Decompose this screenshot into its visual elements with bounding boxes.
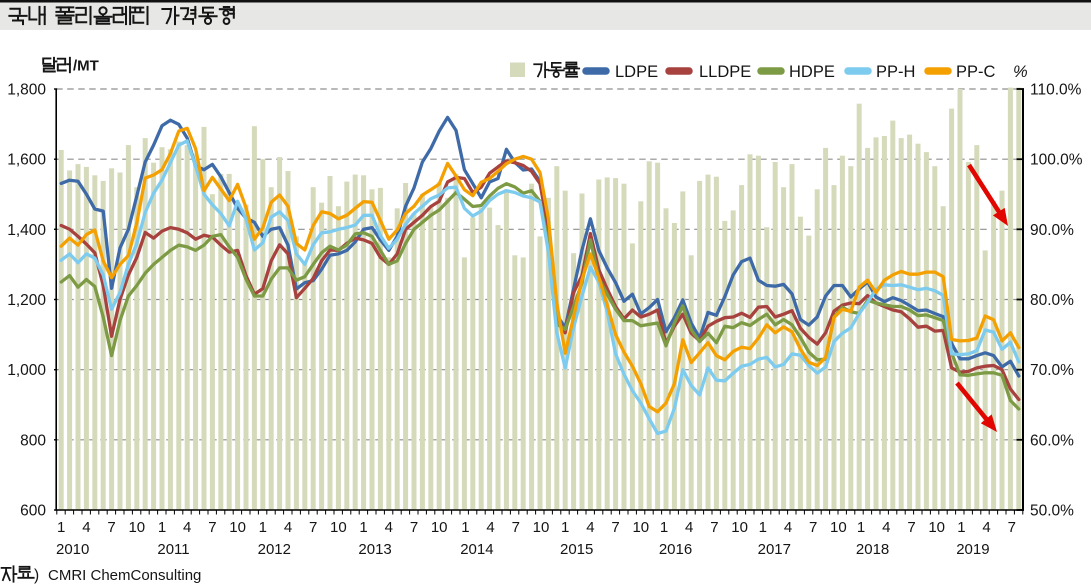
svg-text:7: 7 [107, 519, 115, 536]
svg-text:1,000: 1,000 [7, 362, 46, 379]
svg-text:10: 10 [731, 519, 748, 536]
svg-text:10: 10 [830, 519, 847, 536]
svg-text:4: 4 [284, 519, 292, 536]
svg-text:10: 10 [128, 519, 145, 536]
svg-text:2016: 2016 [659, 541, 692, 558]
svg-text:4: 4 [784, 519, 792, 536]
svg-text:LDPE: LDPE [615, 63, 658, 81]
svg-text:2015: 2015 [560, 541, 593, 558]
svg-text:): ) [34, 567, 39, 584]
svg-text:1: 1 [957, 519, 965, 536]
svg-text:7: 7 [309, 519, 317, 536]
svg-text:1: 1 [660, 519, 668, 536]
svg-text:1,400: 1,400 [7, 222, 46, 239]
svg-text:100.0%: 100.0% [1030, 152, 1083, 169]
svg-text:PP-H: PP-H [876, 63, 915, 81]
svg-text:7: 7 [208, 519, 216, 536]
svg-text:PP-C: PP-C [956, 63, 996, 81]
svg-text:800: 800 [20, 432, 46, 449]
svg-text:7: 7 [410, 519, 418, 536]
svg-text:4: 4 [82, 519, 90, 536]
svg-text:60.0%: 60.0% [1030, 432, 1074, 449]
svg-text:1,200: 1,200 [7, 292, 46, 309]
svg-text:4: 4 [882, 519, 890, 536]
svg-text:4: 4 [183, 519, 191, 536]
svg-text:10: 10 [928, 519, 945, 536]
svg-text:2010: 2010 [56, 541, 89, 558]
svg-text:4: 4 [685, 519, 693, 536]
svg-text:7: 7 [809, 519, 817, 536]
svg-text:70.0%: 70.0% [1030, 362, 1074, 379]
svg-text:10: 10 [431, 519, 448, 536]
svg-text:50.0%: 50.0% [1030, 503, 1074, 520]
svg-text:4: 4 [486, 519, 494, 536]
svg-text:600: 600 [20, 503, 46, 520]
svg-text:2014: 2014 [460, 541, 493, 558]
svg-text:2019: 2019 [956, 541, 989, 558]
svg-text:1,800: 1,800 [7, 82, 46, 99]
svg-text:CMRI ChemConsulting: CMRI ChemConsulting [48, 567, 201, 584]
svg-text:/MT: /MT [73, 58, 99, 75]
svg-text:90.0%: 90.0% [1030, 222, 1074, 239]
svg-text:7: 7 [1008, 519, 1016, 536]
svg-text:2017: 2017 [758, 541, 791, 558]
svg-text:1: 1 [759, 519, 767, 536]
svg-text:1: 1 [359, 519, 367, 536]
svg-text:2011: 2011 [157, 541, 189, 558]
svg-text:80.0%: 80.0% [1030, 292, 1074, 309]
svg-text:10: 10 [632, 519, 649, 536]
svg-text:7: 7 [710, 519, 718, 536]
svg-text:1: 1 [461, 519, 469, 536]
svg-text:10: 10 [330, 519, 347, 536]
svg-text:10: 10 [533, 519, 550, 536]
svg-text:10: 10 [229, 519, 246, 536]
svg-text:HDPE: HDPE [789, 63, 835, 81]
svg-text:4: 4 [982, 519, 990, 536]
svg-text:7: 7 [512, 519, 520, 536]
svg-text:LLDPE: LLDPE [699, 63, 751, 81]
svg-text:1: 1 [158, 519, 166, 536]
svg-text:4: 4 [385, 519, 393, 536]
svg-text:2018: 2018 [856, 541, 889, 558]
svg-text:2013: 2013 [358, 541, 391, 558]
svg-text:110.0%: 110.0% [1030, 82, 1082, 99]
svg-text:4: 4 [586, 519, 594, 536]
svg-text:1: 1 [857, 519, 865, 536]
svg-text:1: 1 [259, 519, 267, 536]
svg-text:%: % [1013, 63, 1028, 81]
svg-text:1: 1 [561, 519, 569, 536]
svg-text:7: 7 [611, 519, 619, 536]
svg-text:2012: 2012 [258, 541, 291, 558]
svg-text:1: 1 [57, 519, 65, 536]
svg-text:1,600: 1,600 [7, 152, 46, 169]
svg-text:7: 7 [907, 519, 915, 536]
